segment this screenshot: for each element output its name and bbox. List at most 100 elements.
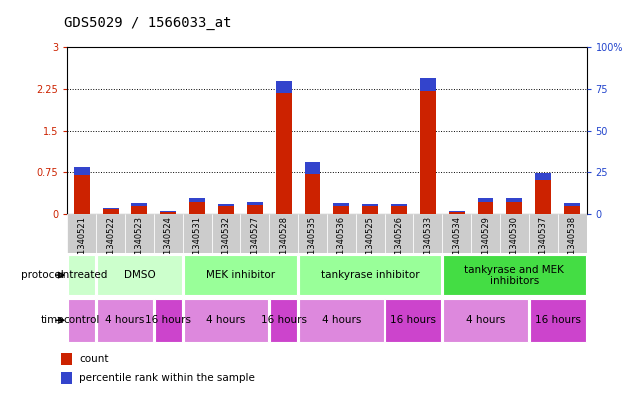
Text: GSM1340530: GSM1340530 [510, 216, 519, 272]
Bar [564, 203, 580, 206]
Text: GSM1340533: GSM1340533 [423, 216, 433, 272]
Bar [218, 204, 234, 206]
Bar [506, 198, 522, 202]
Bar [183, 255, 297, 295]
Text: 16 hours: 16 hours [390, 315, 437, 325]
Text: 4 hours: 4 hours [206, 315, 246, 325]
Bar [471, 214, 500, 253]
Text: 16 hours: 16 hours [535, 315, 581, 325]
Bar [269, 214, 298, 253]
Text: GDS5029 / 1566033_at: GDS5029 / 1566033_at [64, 16, 231, 30]
Bar [189, 202, 205, 214]
Bar [558, 214, 587, 253]
Bar [304, 174, 320, 214]
Text: DMSO: DMSO [124, 270, 155, 280]
Text: MEK inhibitor: MEK inhibitor [206, 270, 275, 280]
Bar [97, 255, 182, 295]
Bar [362, 204, 378, 206]
Bar [131, 206, 147, 214]
Bar [61, 372, 72, 384]
Text: GSM1340535: GSM1340535 [308, 216, 317, 272]
Bar [442, 214, 471, 253]
Text: GSM1340526: GSM1340526 [394, 216, 404, 272]
Bar [270, 299, 297, 342]
Bar [154, 214, 183, 253]
Bar [240, 214, 269, 253]
Bar [67, 214, 96, 253]
Bar [535, 173, 551, 180]
Bar [74, 167, 90, 175]
Bar [449, 211, 465, 212]
Text: GSM1340528: GSM1340528 [279, 216, 288, 272]
Text: 4 hours: 4 hours [466, 315, 505, 325]
Bar [304, 162, 320, 174]
Text: percentile rank within the sample: percentile rank within the sample [79, 373, 255, 383]
Bar [68, 299, 96, 342]
Bar [356, 214, 385, 253]
Bar [276, 81, 292, 93]
Bar [478, 202, 494, 214]
Text: untreated: untreated [56, 270, 108, 280]
Bar [183, 299, 269, 342]
Text: GSM1340523: GSM1340523 [135, 216, 144, 272]
Text: tankyrase and MEK
inhibitors: tankyrase and MEK inhibitors [465, 265, 564, 285]
Bar [385, 299, 442, 342]
Bar [61, 353, 72, 365]
Text: 16 hours: 16 hours [261, 315, 306, 325]
Bar [449, 212, 465, 214]
Bar [189, 198, 205, 202]
Bar [529, 214, 558, 253]
Bar [247, 205, 263, 214]
Bar [183, 214, 212, 253]
Bar [68, 255, 96, 295]
Text: tankyrase inhibitor: tankyrase inhibitor [321, 270, 419, 280]
Bar [247, 202, 263, 205]
Bar [443, 255, 586, 295]
Text: GSM1340524: GSM1340524 [163, 216, 173, 272]
Bar [443, 299, 528, 342]
Bar [125, 214, 154, 253]
Text: 16 hours: 16 hours [146, 315, 191, 325]
Text: GSM1340538: GSM1340538 [567, 216, 577, 272]
Bar [535, 180, 551, 214]
Bar [299, 255, 442, 295]
Bar [333, 203, 349, 206]
Bar [103, 208, 119, 209]
Text: count: count [79, 354, 109, 364]
Bar [420, 78, 436, 90]
Bar [298, 214, 327, 253]
Bar [96, 214, 125, 253]
Bar [500, 214, 529, 253]
Text: GSM1340532: GSM1340532 [221, 216, 231, 272]
Bar [327, 214, 356, 253]
Text: 4 hours: 4 hours [322, 315, 361, 325]
Bar [218, 206, 234, 214]
Bar [413, 214, 442, 253]
Bar [154, 299, 182, 342]
Bar [333, 206, 349, 214]
Bar [362, 206, 378, 214]
Bar [131, 203, 147, 206]
Text: GSM1340525: GSM1340525 [365, 216, 375, 272]
Text: GSM1340534: GSM1340534 [452, 216, 462, 272]
Text: GSM1340529: GSM1340529 [481, 216, 490, 272]
Bar [529, 299, 586, 342]
Bar [385, 214, 413, 253]
Text: GSM1340521: GSM1340521 [77, 216, 87, 272]
Text: 4 hours: 4 hours [105, 315, 145, 325]
Bar [212, 214, 240, 253]
Text: time: time [40, 315, 64, 325]
Text: GSM1340522: GSM1340522 [106, 216, 115, 272]
Bar [276, 93, 292, 214]
Bar [103, 209, 119, 214]
Text: GSM1340531: GSM1340531 [192, 216, 202, 272]
Text: GSM1340537: GSM1340537 [538, 216, 548, 272]
Text: protocol: protocol [21, 270, 64, 280]
Text: control: control [63, 315, 100, 325]
Bar [420, 90, 436, 214]
Bar [74, 175, 90, 214]
Bar [564, 206, 580, 214]
Bar [160, 211, 176, 212]
Bar [391, 204, 407, 206]
Text: GSM1340536: GSM1340536 [337, 216, 346, 272]
